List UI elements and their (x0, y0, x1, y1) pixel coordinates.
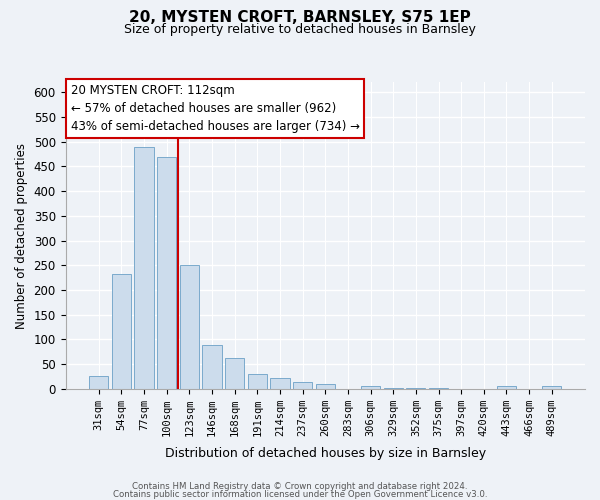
Text: 20 MYSTEN CROFT: 112sqm
← 57% of detached houses are smaller (962)
43% of semi-d: 20 MYSTEN CROFT: 112sqm ← 57% of detache… (71, 84, 360, 133)
X-axis label: Distribution of detached houses by size in Barnsley: Distribution of detached houses by size … (165, 447, 486, 460)
Bar (89, 376, 109, 388)
Bar (180, 265, 199, 388)
Bar (202, 345, 221, 389)
Text: Size of property relative to detached houses in Barnsley: Size of property relative to detached ho… (124, 22, 476, 36)
Bar (293, 382, 312, 388)
Text: Contains HM Land Registry data © Crown copyright and database right 2024.: Contains HM Land Registry data © Crown c… (132, 482, 468, 491)
Text: 20, MYSTEN CROFT, BARNSLEY, S75 1EP: 20, MYSTEN CROFT, BARNSLEY, S75 1EP (129, 10, 471, 25)
Bar (361, 386, 380, 388)
Y-axis label: Number of detached properties: Number of detached properties (15, 142, 28, 328)
Bar (134, 146, 154, 388)
Bar (497, 386, 516, 388)
Bar (112, 274, 131, 388)
Bar (316, 384, 335, 388)
Bar (542, 386, 562, 388)
Bar (157, 156, 176, 388)
Bar (248, 374, 267, 388)
Bar (271, 378, 290, 388)
Bar (225, 358, 244, 388)
Text: Contains public sector information licensed under the Open Government Licence v3: Contains public sector information licen… (113, 490, 487, 499)
